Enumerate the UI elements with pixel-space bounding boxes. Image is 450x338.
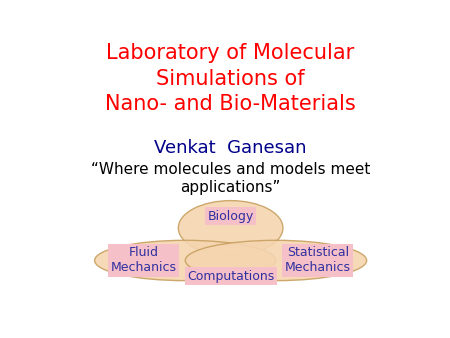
- Text: Statistical
Mechanics: Statistical Mechanics: [285, 246, 351, 274]
- Text: Computations: Computations: [187, 270, 274, 283]
- Text: Laboratory of Molecular
Simulations of
Nano- and Bio-Materials: Laboratory of Molecular Simulations of N…: [105, 43, 356, 114]
- Text: Biology: Biology: [207, 210, 254, 223]
- Text: Fluid
Mechanics: Fluid Mechanics: [110, 246, 176, 274]
- Text: Venkat  Ganesan: Venkat Ganesan: [154, 140, 307, 158]
- Ellipse shape: [178, 201, 283, 255]
- Text: “Where molecules and models meet
applications”: “Where molecules and models meet applica…: [91, 162, 370, 195]
- Ellipse shape: [94, 240, 276, 281]
- Ellipse shape: [185, 240, 367, 281]
